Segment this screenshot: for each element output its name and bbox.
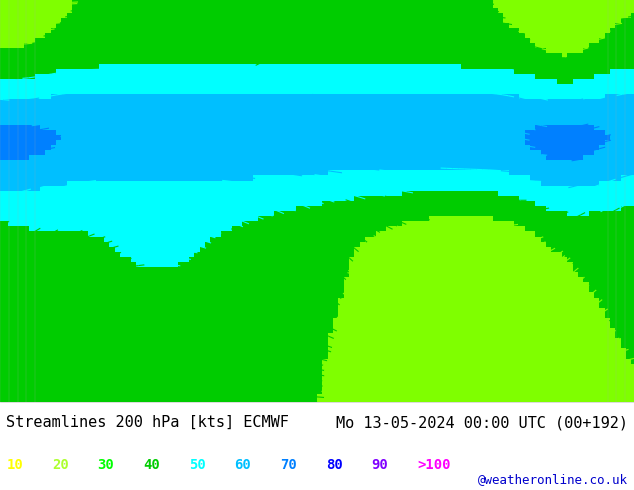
- FancyArrowPatch shape: [531, 4, 537, 9]
- FancyArrowPatch shape: [443, 144, 449, 148]
- FancyArrowPatch shape: [310, 13, 316, 17]
- FancyArrowPatch shape: [256, 61, 261, 65]
- FancyArrowPatch shape: [166, 331, 172, 336]
- FancyArrowPatch shape: [490, 287, 496, 292]
- FancyArrowPatch shape: [244, 98, 249, 103]
- FancyArrowPatch shape: [311, 133, 316, 138]
- Text: >100: >100: [417, 458, 451, 472]
- FancyArrowPatch shape: [313, 34, 318, 39]
- FancyArrowPatch shape: [314, 78, 319, 82]
- FancyArrowPatch shape: [311, 144, 316, 148]
- FancyArrowPatch shape: [311, 24, 317, 28]
- Text: 30: 30: [98, 458, 114, 472]
- FancyArrowPatch shape: [144, 162, 150, 167]
- FancyArrowPatch shape: [467, 249, 473, 254]
- FancyArrowPatch shape: [311, 326, 316, 330]
- FancyArrowPatch shape: [141, 303, 147, 307]
- Text: 70: 70: [280, 458, 297, 472]
- FancyArrowPatch shape: [450, 222, 455, 227]
- FancyArrowPatch shape: [153, 272, 159, 277]
- FancyArrowPatch shape: [455, 174, 460, 178]
- FancyArrowPatch shape: [348, 270, 353, 274]
- FancyArrowPatch shape: [313, 388, 318, 392]
- FancyArrowPatch shape: [310, 280, 314, 285]
- FancyArrowPatch shape: [313, 40, 319, 44]
- FancyArrowPatch shape: [311, 264, 316, 269]
- FancyArrowPatch shape: [256, 45, 261, 49]
- Text: 50: 50: [189, 458, 205, 472]
- FancyArrowPatch shape: [134, 255, 140, 260]
- FancyArrowPatch shape: [450, 158, 455, 163]
- FancyArrowPatch shape: [280, 0, 285, 5]
- FancyArrowPatch shape: [433, 313, 439, 317]
- FancyArrowPatch shape: [155, 220, 160, 225]
- FancyArrowPatch shape: [127, 242, 133, 246]
- FancyArrowPatch shape: [432, 130, 437, 135]
- FancyArrowPatch shape: [314, 67, 320, 71]
- FancyArrowPatch shape: [462, 210, 468, 214]
- FancyArrowPatch shape: [313, 83, 319, 88]
- Text: 20: 20: [52, 458, 68, 472]
- FancyArrowPatch shape: [315, 198, 320, 203]
- FancyArrowPatch shape: [311, 18, 316, 23]
- FancyArrowPatch shape: [312, 105, 318, 110]
- FancyArrowPatch shape: [314, 377, 320, 382]
- Text: 60: 60: [235, 458, 251, 472]
- FancyArrowPatch shape: [256, 72, 261, 76]
- FancyArrowPatch shape: [313, 89, 318, 93]
- FancyArrowPatch shape: [508, 357, 514, 361]
- FancyArrowPatch shape: [309, 296, 314, 301]
- Text: @weatheronline.co.uk: @weatheronline.co.uk: [477, 472, 628, 486]
- FancyArrowPatch shape: [309, 166, 315, 171]
- FancyArrowPatch shape: [312, 155, 318, 160]
- FancyArrowPatch shape: [275, 243, 280, 247]
- FancyArrowPatch shape: [313, 95, 318, 99]
- FancyArrowPatch shape: [164, 284, 170, 288]
- FancyArrowPatch shape: [314, 251, 319, 255]
- FancyArrowPatch shape: [309, 366, 316, 370]
- FancyArrowPatch shape: [312, 29, 318, 33]
- Text: 90: 90: [372, 458, 388, 472]
- FancyArrowPatch shape: [138, 233, 144, 238]
- FancyArrowPatch shape: [158, 370, 164, 374]
- FancyArrowPatch shape: [315, 220, 320, 223]
- FancyArrowPatch shape: [313, 355, 319, 360]
- FancyArrowPatch shape: [463, 197, 469, 201]
- Text: 40: 40: [143, 458, 160, 472]
- FancyArrowPatch shape: [309, 7, 315, 12]
- FancyArrowPatch shape: [472, 258, 477, 262]
- FancyArrowPatch shape: [112, 0, 117, 3]
- FancyArrowPatch shape: [153, 392, 159, 396]
- FancyArrowPatch shape: [311, 122, 316, 126]
- FancyArrowPatch shape: [157, 352, 162, 356]
- FancyArrowPatch shape: [486, 281, 492, 286]
- FancyArrowPatch shape: [410, 273, 415, 278]
- FancyArrowPatch shape: [314, 50, 320, 55]
- Text: 10: 10: [6, 458, 23, 472]
- FancyArrowPatch shape: [309, 187, 316, 191]
- FancyArrowPatch shape: [153, 308, 158, 312]
- Text: 80: 80: [326, 458, 342, 472]
- FancyArrowPatch shape: [496, 300, 501, 304]
- FancyArrowPatch shape: [190, 386, 195, 391]
- FancyArrowPatch shape: [332, 0, 337, 2]
- FancyArrowPatch shape: [189, 249, 195, 253]
- FancyArrowPatch shape: [311, 117, 317, 121]
- Text: Mo 13-05-2024 00:00 UTC (00+192): Mo 13-05-2024 00:00 UTC (00+192): [335, 415, 628, 430]
- FancyArrowPatch shape: [312, 343, 318, 348]
- Text: Streamlines 200 hPa [kts] ECMWF: Streamlines 200 hPa [kts] ECMWF: [6, 415, 289, 430]
- FancyArrowPatch shape: [312, 111, 317, 115]
- FancyArrowPatch shape: [314, 56, 320, 60]
